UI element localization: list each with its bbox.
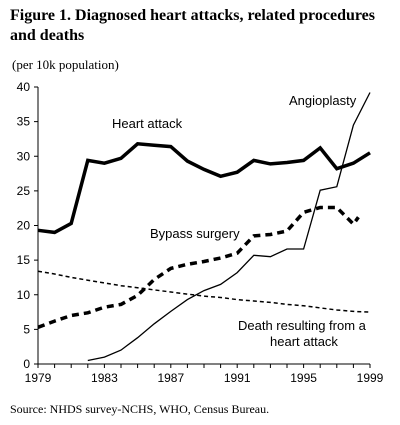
y-tick-label: 20	[17, 219, 31, 233]
x-tick-label: 1987	[157, 371, 184, 385]
axes: 0 5 10 15 20 25 30 35 40 1979 1983 1987 1991 1995 1999	[17, 80, 384, 385]
series-bypass-surgery	[37, 205, 360, 329]
annotation-label: Death resulting from a	[238, 318, 367, 333]
y-tick-label: 10	[17, 288, 31, 302]
series-death-resulting-from-a-heart-attack	[37, 270, 371, 313]
source-note: Source: NHDS survey-NCHS, WHO, Census Bu…	[10, 402, 270, 416]
series-heart-attack	[37, 141, 371, 235]
y-tick-label: 25	[17, 184, 31, 198]
annotation-label: Heart attack	[112, 116, 183, 131]
y-tick-label: 5	[23, 322, 30, 336]
x-tick-label: 1979	[25, 371, 52, 385]
y-tick-label: 30	[17, 149, 31, 163]
annotation-label: Angioplasty	[289, 93, 357, 108]
x-tick-label: 1983	[91, 371, 118, 385]
y-tick-label: 0	[23, 357, 30, 371]
x-tick-label: 1995	[290, 371, 317, 385]
x-tick-label: 1999	[357, 371, 384, 385]
chart-title: Figure 1. Diagnosed heart attacks, relat…	[10, 7, 376, 44]
y-tick-label: 15	[17, 253, 31, 267]
annotations: Heart attack Angioplasty Bypass surgery Dea…	[112, 93, 367, 349]
series-angioplasty	[87, 92, 371, 362]
x-tick-label: 1991	[224, 371, 251, 385]
y-tick-label: 40	[17, 80, 31, 94]
series-lines	[37, 92, 371, 362]
annotation-label: Bypass surgery	[150, 226, 240, 241]
y-unit-label: (per 10k population)	[12, 57, 119, 72]
y-tick-label: 35	[17, 115, 31, 129]
annotation-label: heart attack	[270, 334, 338, 349]
